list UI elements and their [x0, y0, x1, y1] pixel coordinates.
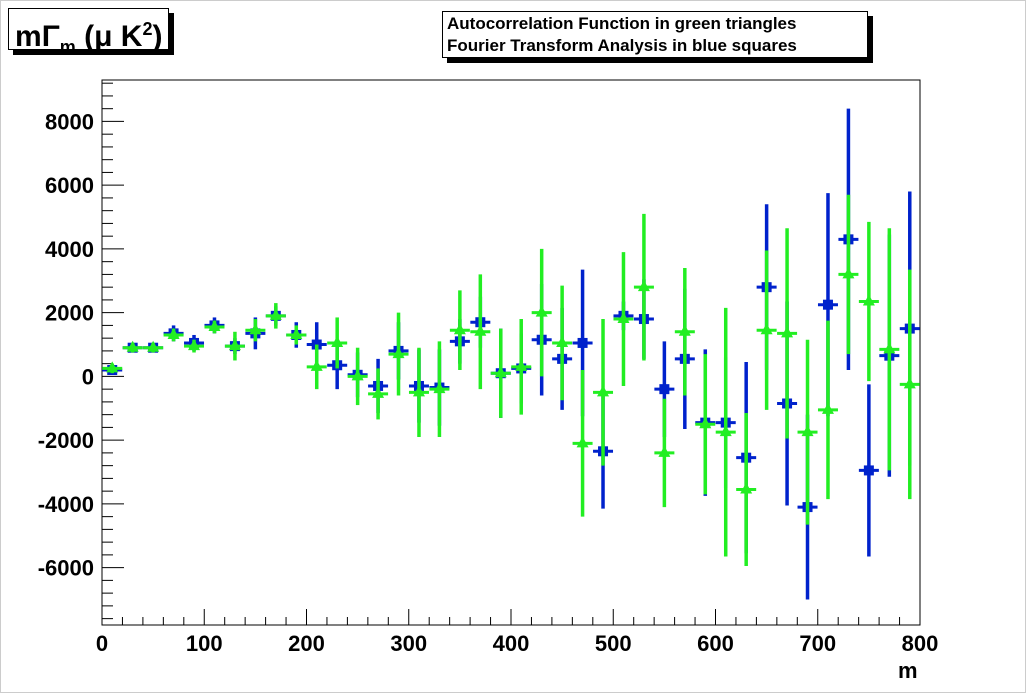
data-point-triangle: [515, 359, 528, 371]
data-point-triangle: [556, 335, 569, 347]
axes: 0 100 200 300 400 500 600 700 800 -6000 -4000 -2000…: [38, 79, 939, 656]
data-point-triangle: [658, 445, 671, 457]
data-point-square: [822, 299, 833, 310]
data-point-triangle: [801, 425, 814, 437]
data-point-triangle: [331, 335, 344, 347]
legend-entry-fourier: Fourier Transform Analysis in blue squar…: [447, 36, 797, 55]
data-point-triangle: [535, 305, 548, 317]
data-point-triangle: [310, 359, 323, 371]
data-point-triangle: [167, 327, 180, 339]
series-square: [102, 108, 920, 600]
data-point-triangle: [760, 323, 773, 335]
data-point-triangle: [453, 323, 466, 335]
y-tick-label: 4000: [45, 237, 94, 262]
data-point-triangle: [392, 347, 405, 359]
data-point-triangle: [126, 340, 139, 352]
data-point-triangle: [372, 386, 385, 398]
data-series: [102, 108, 920, 600]
x-tick-label: 600: [697, 631, 734, 656]
data-point-triangle: [412, 385, 425, 397]
data-point-triangle: [678, 324, 691, 336]
data-point-triangle: [842, 267, 855, 279]
x-tick-label: 300: [390, 631, 427, 656]
x-tick-label: 100: [186, 631, 223, 656]
y-label-m: m: [15, 20, 42, 53]
data-point-triangle: [494, 366, 507, 378]
data-point-triangle: [903, 377, 916, 389]
series-triangle: [102, 194, 920, 567]
x-axis-label: m: [898, 658, 918, 683]
data-point-triangle: [637, 280, 650, 292]
y-tick-label: 2000: [45, 301, 94, 326]
data-point-triangle: [597, 385, 610, 397]
data-point-triangle: [433, 382, 446, 394]
x-tick-label: 200: [288, 631, 325, 656]
y-tick-label: -2000: [38, 428, 94, 453]
data-point-triangle: [617, 312, 630, 324]
y-label-unit: K: [112, 20, 143, 53]
legend: Autocorrelation Function in green triang…: [442, 11, 868, 58]
y-label-mu: μ: [94, 20, 113, 53]
data-point-triangle: [290, 327, 303, 339]
y-label-superscript: 2: [142, 19, 153, 39]
data-point-triangle: [249, 323, 262, 335]
x-tick-label: 400: [493, 631, 530, 656]
data-point-triangle: [862, 294, 875, 306]
data-point-triangle: [228, 339, 241, 351]
y-label-subscript: m: [59, 37, 76, 57]
y-tick-label: -6000: [38, 556, 94, 581]
data-point-triangle: [719, 425, 732, 437]
data-point-triangle: [740, 482, 753, 494]
y-tick-label: -4000: [38, 492, 94, 517]
data-point-triangle: [821, 402, 834, 414]
y-axis-label: mΓm (μ K2): [8, 8, 170, 57]
y-tick-label: 0: [82, 364, 94, 389]
y-label-close: ): [152, 20, 163, 53]
data-point-triangle: [699, 417, 712, 429]
x-tick-label: 0: [96, 631, 108, 656]
x-tick-label: 700: [799, 631, 836, 656]
x-tick-label: 800: [902, 631, 939, 656]
data-point-triangle: [351, 369, 364, 381]
data-point-triangle: [106, 361, 119, 373]
data-point-square: [577, 337, 588, 348]
data-point-triangle: [576, 436, 589, 448]
data-point-square: [659, 384, 670, 395]
y-label-gamma: Γ: [41, 20, 60, 53]
data-point-square: [863, 465, 874, 476]
y-tick-label: 8000: [45, 109, 94, 134]
y-label-open: (: [75, 20, 95, 53]
data-point-triangle: [781, 326, 794, 338]
x-tick-label: 500: [595, 631, 632, 656]
data-point-triangle: [269, 308, 282, 320]
data-point-triangle: [883, 342, 896, 354]
data-point-triangle: [147, 340, 160, 352]
data-point-triangle: [208, 320, 221, 332]
data-point-triangle: [474, 324, 487, 336]
data-point-triangle: [188, 339, 201, 351]
y-tick-label: 6000: [45, 173, 94, 198]
legend-entry-autocorrelation: Autocorrelation Function in green triang…: [447, 14, 797, 33]
plot-area-border: [101, 79, 921, 626]
